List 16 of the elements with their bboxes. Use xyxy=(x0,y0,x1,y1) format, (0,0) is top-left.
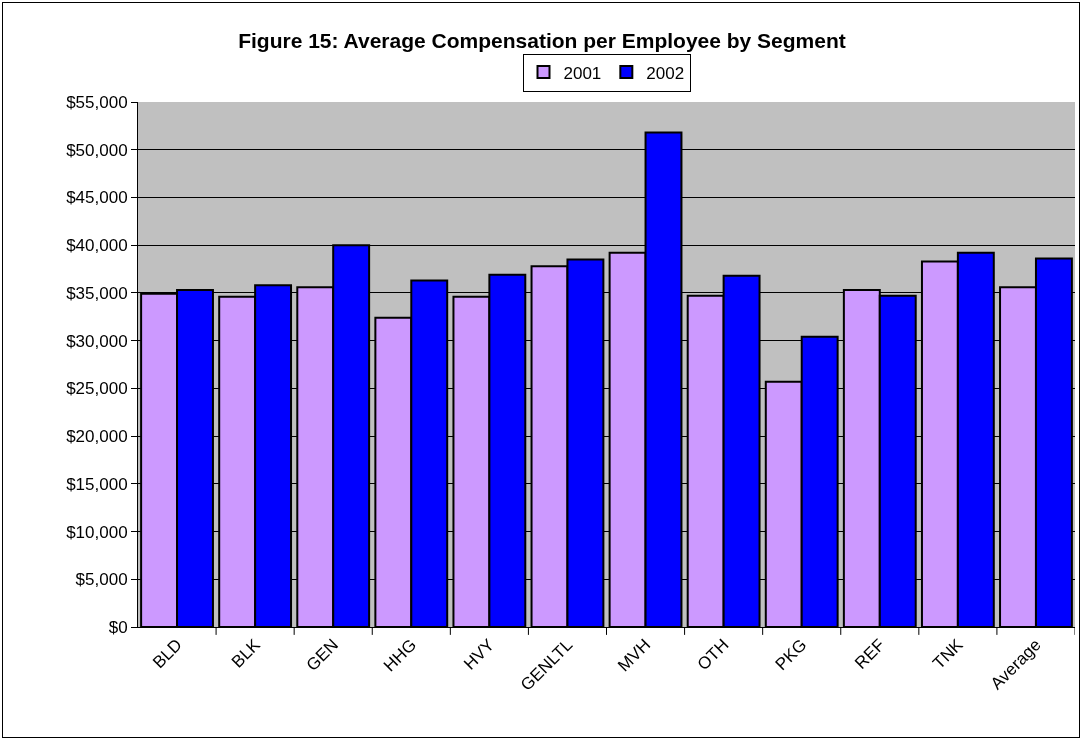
y-tick-label: $15,000 xyxy=(66,474,128,494)
y-tick-label: $40,000 xyxy=(66,236,128,256)
x-tick-label: BLD xyxy=(149,635,186,673)
y-tick-label: $35,000 xyxy=(66,283,128,303)
y-tick-label: $55,000 xyxy=(66,92,128,112)
y-tick-label: $50,000 xyxy=(66,140,128,160)
legend-label: 2001 xyxy=(563,63,602,83)
legend-label: 2002 xyxy=(646,63,685,83)
y-tick-label: $30,000 xyxy=(66,331,128,351)
y-tick-label: $5,000 xyxy=(75,570,128,590)
y-tick-label: $20,000 xyxy=(66,427,128,447)
y-tick-label: $25,000 xyxy=(66,379,128,399)
y-tick-label: $10,000 xyxy=(66,522,128,542)
y-tick-label: $0 xyxy=(108,617,128,637)
chart-title: Figure 15: Average Compensation per Employee by Segment xyxy=(238,29,846,53)
y-tick-label: $45,000 xyxy=(66,188,128,208)
